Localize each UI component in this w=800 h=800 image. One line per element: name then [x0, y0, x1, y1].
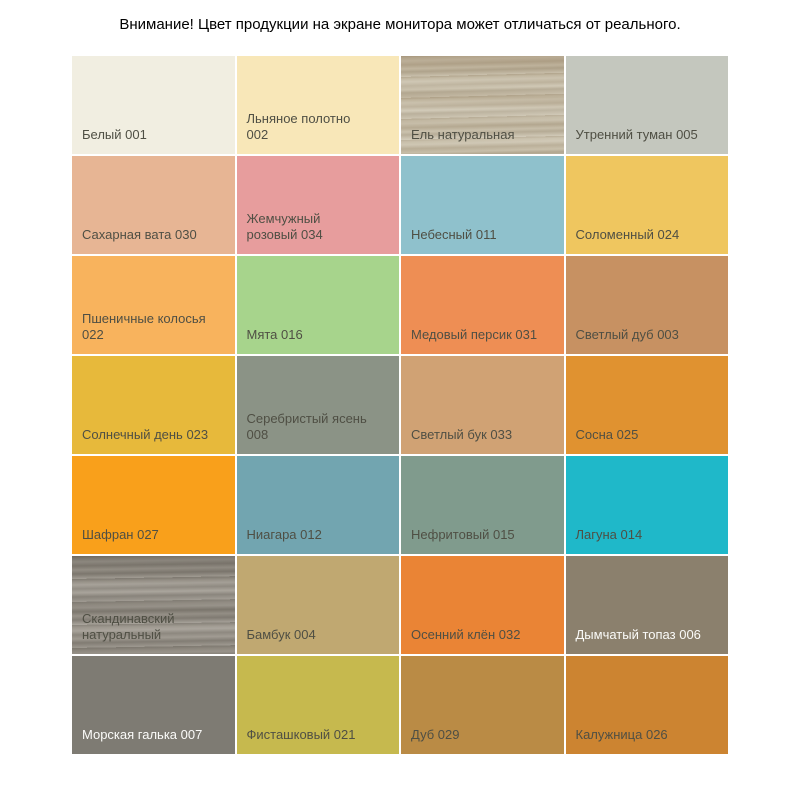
swatch-label: Бамбук 004: [246, 627, 316, 642]
color-swatch: Морская галька 007: [72, 656, 235, 754]
swatch-label: Дымчатый топаз 006: [575, 627, 701, 642]
swatch-label: Осенний клён 032: [411, 627, 521, 642]
color-swatch: Светлый бук 033: [401, 356, 564, 454]
color-swatch: Скандинавский натуральный: [72, 556, 235, 654]
color-swatch: Ель натуральная: [401, 56, 564, 154]
swatch-label: Светлый бук 033: [411, 427, 513, 442]
color-swatch: Ниагара 012: [236, 456, 399, 554]
color-swatch: Сосна 025: [565, 356, 728, 454]
swatch-label: Утренний туман 005: [575, 127, 698, 142]
swatch-label: Дуб 029: [411, 727, 460, 742]
color-swatch: Жемчужный розовый 034: [236, 156, 399, 254]
color-swatch: Фисташковый 021: [236, 656, 399, 754]
swatch-label: Шафран 027: [82, 527, 159, 542]
color-swatch: Соломенный 024: [565, 156, 728, 254]
color-swatch: Нефритовый 015: [401, 456, 564, 554]
swatch-label: Мята 016: [246, 327, 303, 342]
swatch-label: Пшеничные колосья 022: [82, 311, 206, 342]
color-swatch: Дымчатый топаз 006: [565, 556, 728, 654]
swatch-label: Ниагара 012: [246, 527, 322, 542]
swatch-label: Серебристый ясень 008: [246, 411, 367, 442]
color-swatch: Дуб 029: [401, 656, 564, 754]
swatch-label: Лагуна 014: [575, 527, 643, 542]
swatch-label: Льняное полотно 002: [246, 111, 351, 142]
swatch-label: Небесный 011: [411, 227, 497, 242]
color-swatch: Солнечный день 023: [72, 356, 235, 454]
color-swatch: Утренний туман 005: [565, 56, 728, 154]
color-swatch: Льняное полотно 002: [236, 56, 399, 154]
swatch-label: Ель натуральная: [411, 127, 515, 142]
monitor-color-disclaimer: Внимание! Цвет продукции на экране монит…: [119, 16, 681, 33]
swatch-label: Морская галька 007: [82, 727, 203, 742]
swatch-label: Жемчужный розовый 034: [246, 211, 323, 242]
swatch-label: Фисташковый 021: [246, 727, 356, 742]
color-swatch: Лагуна 014: [565, 456, 728, 554]
color-swatch: Калужница 026: [565, 656, 728, 754]
swatch-label: Калужница 026: [575, 727, 668, 742]
color-swatch: Сахарная вата 030: [72, 156, 235, 254]
color-swatch: Серебристый ясень 008: [236, 356, 399, 454]
color-swatch: Медовый персик 031: [401, 256, 564, 354]
color-swatch: Небесный 011: [401, 156, 564, 254]
color-swatch: Шафран 027: [72, 456, 235, 554]
swatch-label: Белый 001: [82, 127, 147, 142]
swatch-label: Светлый дуб 003: [575, 327, 679, 342]
swatch-label: Сахарная вата 030: [82, 227, 197, 242]
color-palette-grid: Белый 001 Льняное полотно 002 Ель натураль…: [72, 56, 728, 754]
color-swatch: Пшеничные колосья 022: [72, 256, 235, 354]
color-swatch: Осенний клён 032: [401, 556, 564, 654]
swatch-label: Скандинавский натуральный: [82, 611, 175, 642]
swatch-label: Медовый персик 031: [411, 327, 538, 342]
color-swatch: Бамбук 004: [236, 556, 399, 654]
swatch-label: Солнечный день 023: [82, 427, 209, 442]
color-swatch: Белый 001: [72, 56, 235, 154]
color-swatch: Светлый дуб 003: [565, 256, 728, 354]
color-swatch: Мята 016: [236, 256, 399, 354]
swatch-label: Сосна 025: [575, 427, 639, 442]
swatch-label: Нефритовый 015: [411, 527, 515, 542]
swatch-label: Соломенный 024: [575, 227, 680, 242]
